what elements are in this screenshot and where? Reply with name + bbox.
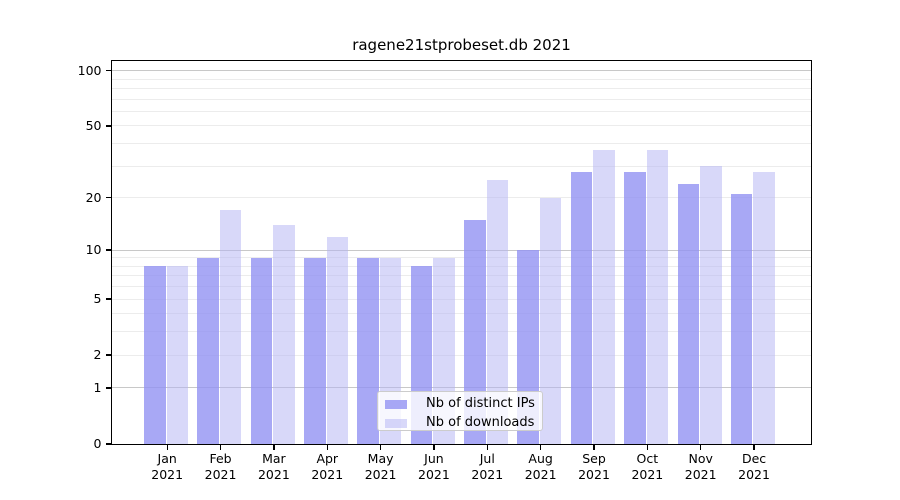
bar-downloads-mar [273,224,295,444]
bar-distinct-ips-apr [304,257,326,444]
legend-swatch-downloads [385,418,407,428]
y-tick-1 [105,387,112,389]
bar-distinct-ips-sep [570,171,593,444]
major-gridline-10 [112,249,811,251]
x-tick-may [379,444,382,450]
y-tick-label-20: 20 [85,189,102,205]
y-tick-2 [105,354,112,356]
y-tick-100 [105,70,112,72]
bar-downloads-feb [219,210,242,444]
bar-distinct-ips-dec [730,193,753,444]
bar-downloads-dec [753,171,775,444]
bar-distinct-ips-jul [464,219,486,444]
legend-label-distinct-ips: Nb of distinct IPs [426,396,535,411]
x-tick-label-jul: Jul 2021 [471,451,504,482]
x-tick-apr [326,444,328,450]
x-tick-mar [273,444,275,450]
minor-gridline-4 [112,313,811,315]
x-tick-label-mar: Mar 2021 [257,451,290,482]
legend-item-downloads: Nb of downloads [378,415,542,431]
x-tick-label-may: May 2021 [364,451,397,482]
x-tick-oct [646,444,649,450]
bar-distinct-ips-jan [144,266,166,444]
bar-downloads-apr [326,236,349,444]
minor-gridline-60 [112,110,811,112]
legend: Nb of distinct IPs Nb of downloads [377,391,543,431]
x-tick-feb [219,444,222,450]
bar-downloads-jan [166,266,188,444]
major-gridline-1 [112,387,811,389]
x-tick-sep [593,444,595,450]
legend-item-distinct-ips: Nb of distinct IPs [378,396,542,412]
x-tick-label-nov: Nov 2021 [684,451,717,482]
x-tick-label-feb: Feb 2021 [204,451,237,482]
minor-gridline-30 [112,165,811,167]
minor-gridline-5 [112,298,811,300]
minor-gridline-8 [112,265,811,267]
bar-downloads-jul [486,180,509,444]
minor-gridline-40 [112,143,811,145]
x-tick-label-sep: Sep 2021 [578,451,610,482]
chart-title: ragene21stprobeset.db 2021 [352,36,571,54]
x-tick-jan [166,444,168,450]
y-tick-5 [105,298,112,300]
x-tick-nov [700,444,702,450]
minor-gridline-50 [112,125,811,127]
x-tick-label-aug: Aug 2021 [524,451,557,482]
y-tick-label-50: 50 [85,117,102,133]
major-gridline-100 [112,70,811,72]
x-tick-jun [433,444,435,450]
minor-gridline-6 [112,286,811,288]
x-tick-label-apr: Apr 2021 [311,451,344,482]
x-tick-dec [753,444,755,450]
bar-distinct-ips-mar [250,257,273,444]
x-tick-label-jun: Jun 2021 [418,451,450,482]
x-tick-jul [486,444,488,450]
y-tick-label-5: 5 [93,291,102,307]
bar-distinct-ips-oct [624,171,646,444]
bar-downloads-oct [646,149,669,444]
y-tick-50 [105,125,112,127]
y-tick-10 [105,249,112,251]
x-tick-label-dec: Dec 2021 [738,451,770,482]
minor-gridline-90 [112,78,811,80]
y-tick-label-1: 1 [93,379,102,395]
legend-swatch-distinct-ips [385,399,407,409]
minor-gridline-3 [112,331,811,333]
minor-gridline-7 [112,275,811,277]
x-tick-aug [539,444,542,450]
y-tick-label-100: 100 [77,62,102,78]
bar-downloads-aug [539,197,562,444]
plot-area [112,61,811,444]
x-tick-label-oct: Oct 2021 [631,451,664,482]
minor-gridline-2 [112,354,811,356]
y-tick-20 [105,197,112,199]
bar-downloads-sep [593,149,615,444]
minor-gridline-70 [112,98,811,100]
bar-downloads-nov [700,166,722,444]
minor-gridline-80 [112,88,811,90]
x-tick-label-jan: Jan 2021 [151,451,184,482]
minor-gridline-9 [112,257,811,259]
y-tick-label-2: 2 [93,347,102,363]
y-tick-label-10: 10 [85,242,102,258]
minor-gridline-20 [112,197,811,199]
y-tick-0 [105,443,112,445]
bar-distinct-ips-nov [677,183,699,444]
legend-label-downloads: Nb of downloads [426,415,535,430]
y-tick-label-0: 0 [93,436,102,451]
bar-distinct-ips-feb [197,257,219,444]
bar-distinct-ips-may [357,257,379,444]
